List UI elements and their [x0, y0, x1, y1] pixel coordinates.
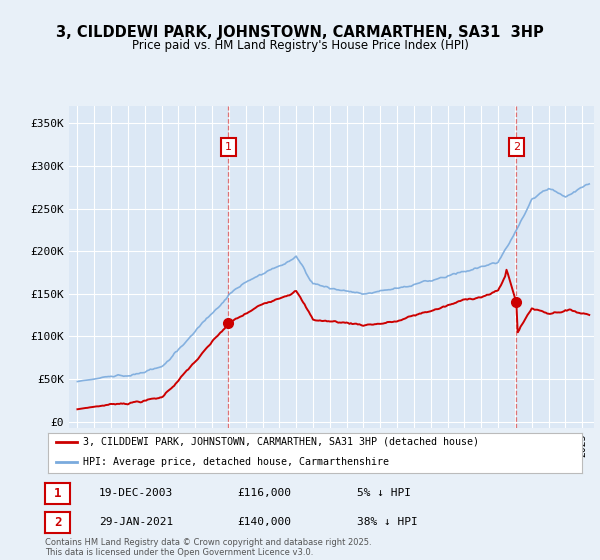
Text: 19-DEC-2003: 19-DEC-2003: [99, 488, 173, 498]
Text: HPI: Average price, detached house, Carmarthenshire: HPI: Average price, detached house, Carm…: [83, 457, 389, 467]
Text: 29-JAN-2021: 29-JAN-2021: [99, 517, 173, 527]
Text: £116,000: £116,000: [237, 488, 291, 498]
Text: 2: 2: [54, 516, 61, 529]
Text: 3, CILDDEWI PARK, JOHNSTOWN, CARMARTHEN, SA31 3HP (detached house): 3, CILDDEWI PARK, JOHNSTOWN, CARMARTHEN,…: [83, 437, 479, 447]
Text: £140,000: £140,000: [237, 517, 291, 527]
Text: 1: 1: [225, 142, 232, 152]
Text: 1: 1: [54, 487, 61, 500]
Text: 2: 2: [512, 142, 520, 152]
Text: Contains HM Land Registry data © Crown copyright and database right 2025.
This d: Contains HM Land Registry data © Crown c…: [45, 538, 371, 557]
Text: 5% ↓ HPI: 5% ↓ HPI: [357, 488, 411, 498]
Text: Price paid vs. HM Land Registry's House Price Index (HPI): Price paid vs. HM Land Registry's House …: [131, 39, 469, 53]
Text: 38% ↓ HPI: 38% ↓ HPI: [357, 517, 418, 527]
Text: 3, CILDDEWI PARK, JOHNSTOWN, CARMARTHEN, SA31  3HP: 3, CILDDEWI PARK, JOHNSTOWN, CARMARTHEN,…: [56, 25, 544, 40]
